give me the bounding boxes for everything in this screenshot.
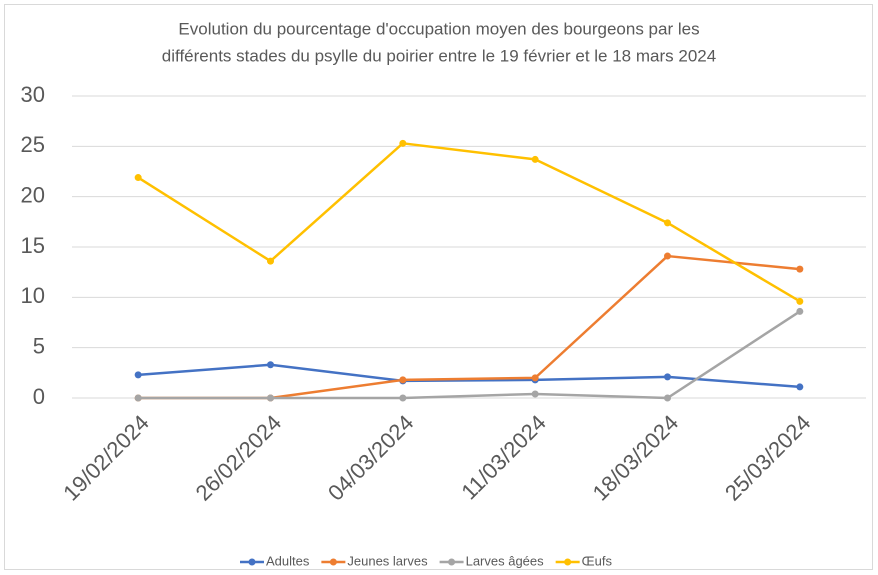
data-point — [664, 373, 671, 381]
y-tick-label: 5 — [33, 333, 45, 358]
chart-title: différents stades du psylle du poirier e… — [162, 46, 716, 65]
data-point — [664, 252, 671, 260]
y-tick-label: 30 — [21, 82, 45, 107]
data-point — [531, 390, 539, 398]
data-point — [134, 394, 142, 402]
legend-marker — [564, 558, 572, 566]
legend-marker — [448, 558, 456, 566]
y-tick-label: 20 — [21, 182, 45, 207]
legend-label: Larves âgées — [466, 553, 545, 568]
chart-title: Evolution du pourcentage d'occupation mo… — [178, 19, 699, 38]
data-point — [267, 394, 274, 402]
data-point — [399, 376, 407, 384]
data-point — [531, 374, 539, 382]
legend-marker — [248, 558, 256, 566]
legend-label: Adultes — [266, 553, 310, 568]
data-point — [796, 265, 804, 273]
data-point — [664, 219, 671, 227]
legend-marker — [329, 558, 337, 566]
legend-label: Œufs — [582, 553, 613, 568]
y-tick-label: 25 — [21, 132, 45, 157]
series-line — [138, 310, 801, 400]
data-point — [267, 361, 274, 369]
data-point — [531, 155, 539, 163]
data-point — [796, 297, 804, 305]
data-point — [399, 139, 407, 147]
data-point — [134, 174, 142, 182]
data-point — [796, 383, 804, 391]
data-point — [796, 307, 804, 315]
series-line — [137, 142, 801, 303]
data-point — [664, 394, 671, 402]
data-point — [399, 394, 407, 402]
legend-label: Jeunes larves — [347, 553, 428, 568]
y-tick-label: 15 — [21, 233, 45, 258]
series-line — [138, 363, 800, 389]
y-tick-label: 10 — [21, 283, 45, 308]
y-tick-label: 0 — [33, 384, 45, 409]
chart-border — [4, 4, 873, 570]
data-point — [134, 371, 142, 379]
data-point — [267, 257, 274, 265]
